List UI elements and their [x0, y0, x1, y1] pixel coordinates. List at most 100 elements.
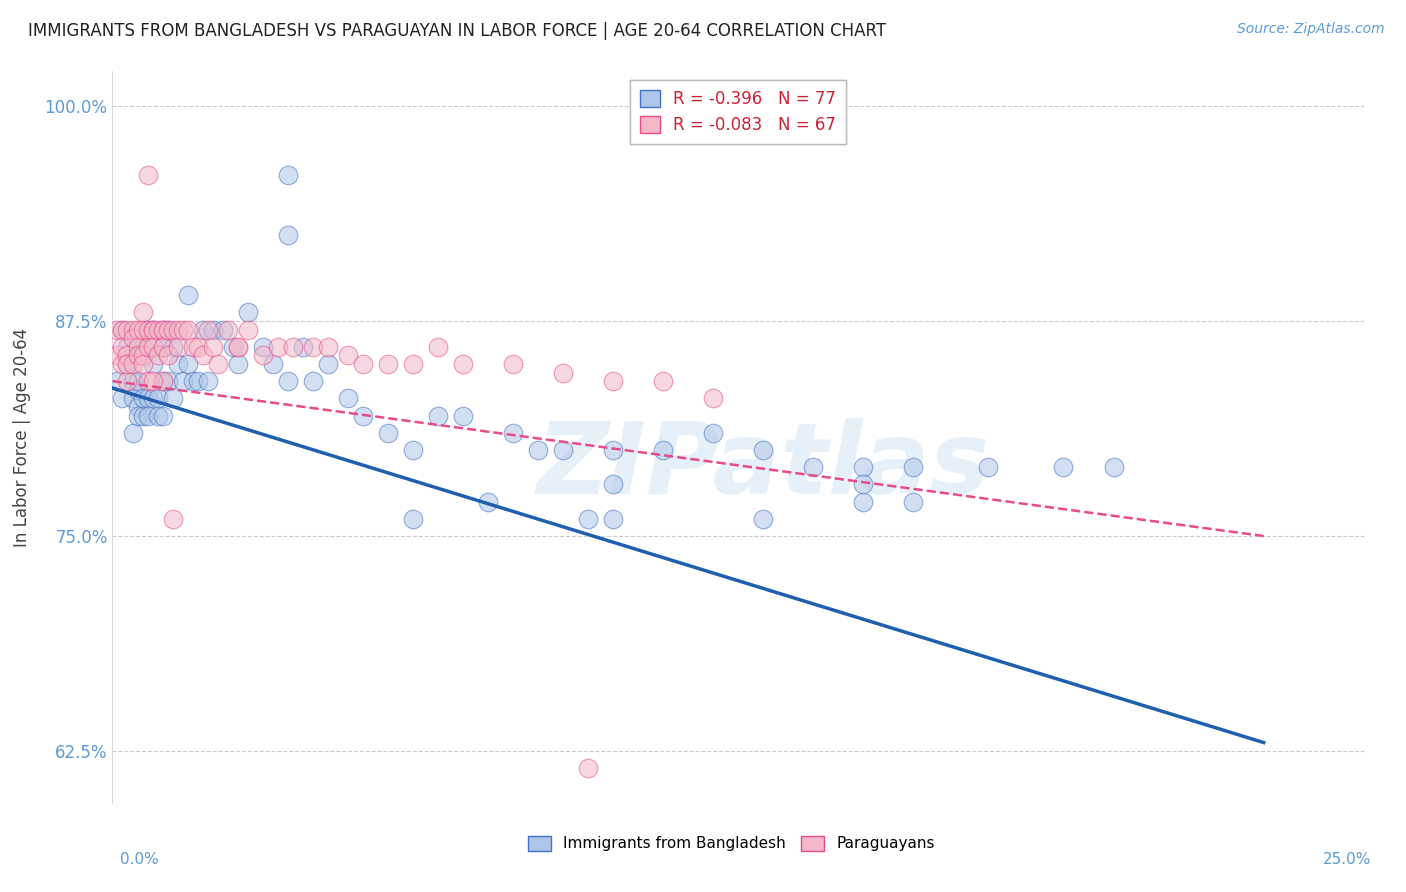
Point: [117, 322, 139, 336]
Point: [117, 357, 139, 371]
Point: [152, 340, 174, 354]
Point: [1102, 460, 1125, 475]
Point: [197, 322, 219, 336]
Point: [156, 348, 179, 362]
Point: [252, 348, 274, 362]
Point: [477, 494, 499, 508]
Point: [576, 512, 599, 526]
Point: [136, 168, 159, 182]
Point: [187, 374, 209, 388]
Point: [602, 442, 624, 457]
Point: [903, 460, 925, 475]
Point: [426, 409, 449, 423]
Point: [402, 442, 425, 457]
Point: [191, 322, 214, 336]
Point: [127, 400, 149, 414]
Point: [121, 357, 143, 371]
Point: [201, 340, 224, 354]
Text: Source: ZipAtlas.com: Source: ZipAtlas.com: [1237, 22, 1385, 37]
Point: [152, 374, 174, 388]
Point: [107, 322, 129, 336]
Point: [107, 348, 129, 362]
Point: [127, 340, 149, 354]
Point: [226, 357, 249, 371]
Text: 25.0%: 25.0%: [1323, 852, 1371, 867]
Point: [221, 340, 243, 354]
Point: [141, 322, 163, 336]
Point: [191, 348, 214, 362]
Point: [146, 348, 169, 362]
Point: [181, 340, 204, 354]
Point: [277, 168, 299, 182]
Point: [127, 383, 149, 397]
Point: [172, 374, 194, 388]
Point: [141, 392, 163, 406]
Point: [451, 357, 474, 371]
Point: [277, 227, 299, 242]
Point: [266, 340, 288, 354]
Point: [852, 494, 875, 508]
Point: [156, 322, 179, 336]
Point: [176, 357, 198, 371]
Point: [121, 331, 143, 345]
Point: [136, 322, 159, 336]
Point: [121, 374, 143, 388]
Point: [141, 322, 163, 336]
Point: [176, 288, 198, 302]
Point: [166, 340, 188, 354]
Point: [152, 322, 174, 336]
Point: [111, 357, 134, 371]
Point: [702, 425, 724, 440]
Point: [277, 374, 299, 388]
Point: [136, 409, 159, 423]
Point: [336, 392, 359, 406]
Text: ZIPatlas: ZIPatlas: [537, 417, 990, 515]
Point: [226, 340, 249, 354]
Point: [166, 322, 188, 336]
Point: [752, 881, 775, 892]
Point: [291, 340, 314, 354]
Point: [551, 366, 574, 380]
Point: [262, 357, 284, 371]
Point: [852, 460, 875, 475]
Point: [117, 340, 139, 354]
Point: [121, 322, 143, 336]
Point: [141, 357, 163, 371]
Point: [162, 512, 184, 526]
Point: [602, 374, 624, 388]
Point: [551, 442, 574, 457]
Point: [131, 392, 153, 406]
Point: [172, 322, 194, 336]
Point: [801, 460, 824, 475]
Point: [131, 409, 153, 423]
Point: [652, 442, 675, 457]
Point: [181, 374, 204, 388]
Point: [136, 374, 159, 388]
Point: [301, 340, 323, 354]
Point: [131, 357, 153, 371]
Point: [141, 374, 163, 388]
Y-axis label: In Labor Force | Age 20-64: In Labor Force | Age 20-64: [13, 327, 31, 547]
Point: [121, 392, 143, 406]
Point: [131, 322, 153, 336]
Legend: Immigrants from Bangladesh, Paraguayans: Immigrants from Bangladesh, Paraguayans: [522, 830, 941, 857]
Point: [502, 357, 524, 371]
Point: [602, 477, 624, 491]
Point: [127, 322, 149, 336]
Point: [166, 357, 188, 371]
Point: [752, 512, 775, 526]
Text: IMMIGRANTS FROM BANGLADESH VS PARAGUAYAN IN LABOR FORCE | AGE 20-64 CORRELATION : IMMIGRANTS FROM BANGLADESH VS PARAGUAYAN…: [28, 22, 886, 40]
Point: [197, 374, 219, 388]
Point: [131, 305, 153, 319]
Point: [316, 357, 339, 371]
Point: [111, 340, 134, 354]
Point: [576, 761, 599, 775]
Point: [336, 348, 359, 362]
Point: [236, 305, 259, 319]
Point: [852, 477, 875, 491]
Point: [207, 357, 229, 371]
Point: [152, 322, 174, 336]
Point: [162, 340, 184, 354]
Point: [252, 340, 274, 354]
Point: [117, 357, 139, 371]
